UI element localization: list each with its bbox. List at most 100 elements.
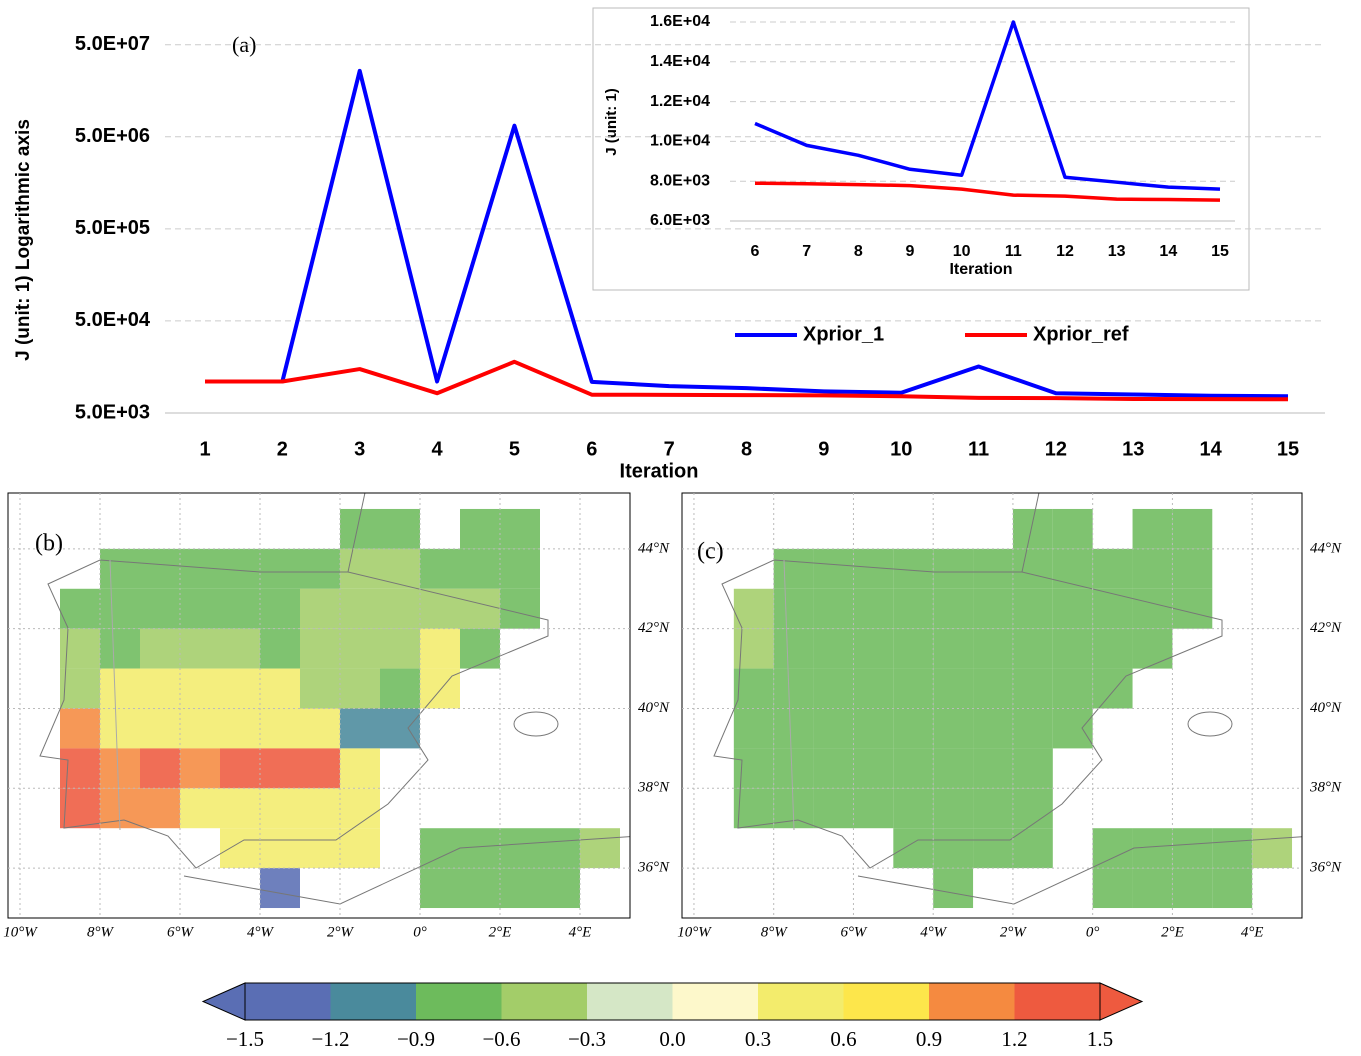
map-cell <box>260 628 300 669</box>
x-tick-label: 9 <box>818 438 829 460</box>
map-cell <box>1132 868 1173 909</box>
map-cell <box>1012 508 1053 549</box>
inset-frame <box>592 7 1250 291</box>
colorbar-tick-label: 0.6 <box>830 1027 856 1051</box>
map-cell <box>1172 548 1213 589</box>
map-cell <box>220 748 260 789</box>
map-cell <box>340 588 380 629</box>
x-tick-label: 0° <box>1086 924 1100 940</box>
map-cell <box>220 628 260 669</box>
x-tick-label: 12 <box>1045 438 1067 460</box>
map-cell <box>380 628 420 669</box>
colorbar-tick-label: 0.0 <box>659 1027 685 1051</box>
map-cell <box>1052 668 1093 709</box>
x-tick-label: 10 <box>953 243 971 260</box>
map-cell <box>220 788 260 829</box>
y-tick-label: 44°N <box>638 540 670 556</box>
x-axis-label: Iteration <box>620 460 699 482</box>
x-tick-label: 5 <box>509 438 520 460</box>
colorbar-segment <box>416 983 502 1020</box>
colorbar-extension <box>201 982 246 1021</box>
map-cell <box>180 788 220 829</box>
y-tick-label: 36°N <box>1309 860 1342 876</box>
map-cell <box>893 628 934 669</box>
map-cell <box>380 708 420 749</box>
map-cell <box>853 748 894 789</box>
y-tick-label: 44°N <box>1310 540 1342 556</box>
map-cell <box>460 868 500 909</box>
map-cell <box>300 628 340 669</box>
x-tick-label: 6 <box>751 243 760 260</box>
x-tick-label: 11 <box>968 438 989 460</box>
colorbar-segment <box>758 983 844 1020</box>
map-cell <box>340 788 380 829</box>
inset-x-axis-label: Iteration <box>949 261 1012 278</box>
map-cell <box>1012 668 1053 709</box>
panel-label: (b) <box>35 531 63 557</box>
y-tick-label: 40°N <box>638 700 670 716</box>
y-tick-label: 1.2E+04 <box>650 93 710 110</box>
map-cell <box>933 668 974 709</box>
colorbar-segment <box>672 983 758 1020</box>
map-cell <box>1212 828 1253 869</box>
map-cell <box>220 708 260 749</box>
map-cell <box>1052 508 1093 549</box>
map-cell <box>893 748 934 789</box>
map-cell <box>380 548 420 589</box>
legend-label: Xprior_ref <box>1033 323 1129 345</box>
x-tick-label: 1 <box>199 438 210 460</box>
map-cell <box>813 748 854 789</box>
colorbar-tick-label: 1.2 <box>1001 1027 1027 1051</box>
map-cell <box>733 708 774 749</box>
y-axis-label: J (unit: 1) Logarithmic axis <box>13 119 34 361</box>
y-tick-label: 5.0E+03 <box>75 401 150 423</box>
map-cell <box>60 588 100 629</box>
map-cell <box>1172 868 1213 909</box>
map-cell <box>500 868 540 909</box>
x-tick-label: 6°W <box>840 924 867 940</box>
x-tick-label: 15 <box>1277 438 1299 460</box>
map-cell <box>300 548 340 589</box>
map-cell <box>773 628 814 669</box>
map-cell <box>300 708 340 749</box>
x-tick-label: 0° <box>413 924 427 940</box>
map-cell <box>893 828 934 869</box>
y-tick-label: 5.0E+05 <box>75 217 150 239</box>
map-cell <box>500 548 540 589</box>
map-cell <box>260 548 300 589</box>
colorbar-segment <box>843 983 929 1020</box>
map-cell <box>813 548 854 589</box>
colorbar-tick-label: 0.9 <box>916 1027 942 1051</box>
map-cell <box>220 548 260 589</box>
map-cell <box>973 708 1013 749</box>
map-cell <box>1092 828 1133 869</box>
map-cell <box>773 748 814 789</box>
panel-label: (c) <box>697 539 724 565</box>
x-tick-label: 14 <box>1200 438 1223 460</box>
map-cell <box>100 708 140 749</box>
map-cell <box>1132 588 1173 629</box>
map-cell <box>1212 868 1253 909</box>
map-cell <box>973 828 1013 869</box>
map-cell <box>773 668 814 709</box>
x-tick-label: 6 <box>586 438 597 460</box>
map-cell <box>220 588 260 629</box>
map-cell <box>100 548 140 589</box>
x-tick-label: 10°W <box>3 924 38 940</box>
map-cell <box>1132 548 1173 589</box>
map-cell <box>180 588 220 629</box>
map-cell <box>60 788 100 829</box>
map-cell <box>180 668 220 709</box>
x-tick-label: 2°E <box>489 924 512 940</box>
map-cell <box>140 548 180 589</box>
map-cell <box>460 508 500 549</box>
map-cell <box>893 788 934 829</box>
map-cell <box>973 668 1013 709</box>
map-cell <box>260 788 300 829</box>
colorbar-frame <box>244 982 1101 1021</box>
map-cell <box>340 668 380 709</box>
data-line <box>754 20 1221 191</box>
map-cell <box>853 708 894 749</box>
map-cell <box>140 668 180 709</box>
map-cell <box>1092 628 1133 669</box>
